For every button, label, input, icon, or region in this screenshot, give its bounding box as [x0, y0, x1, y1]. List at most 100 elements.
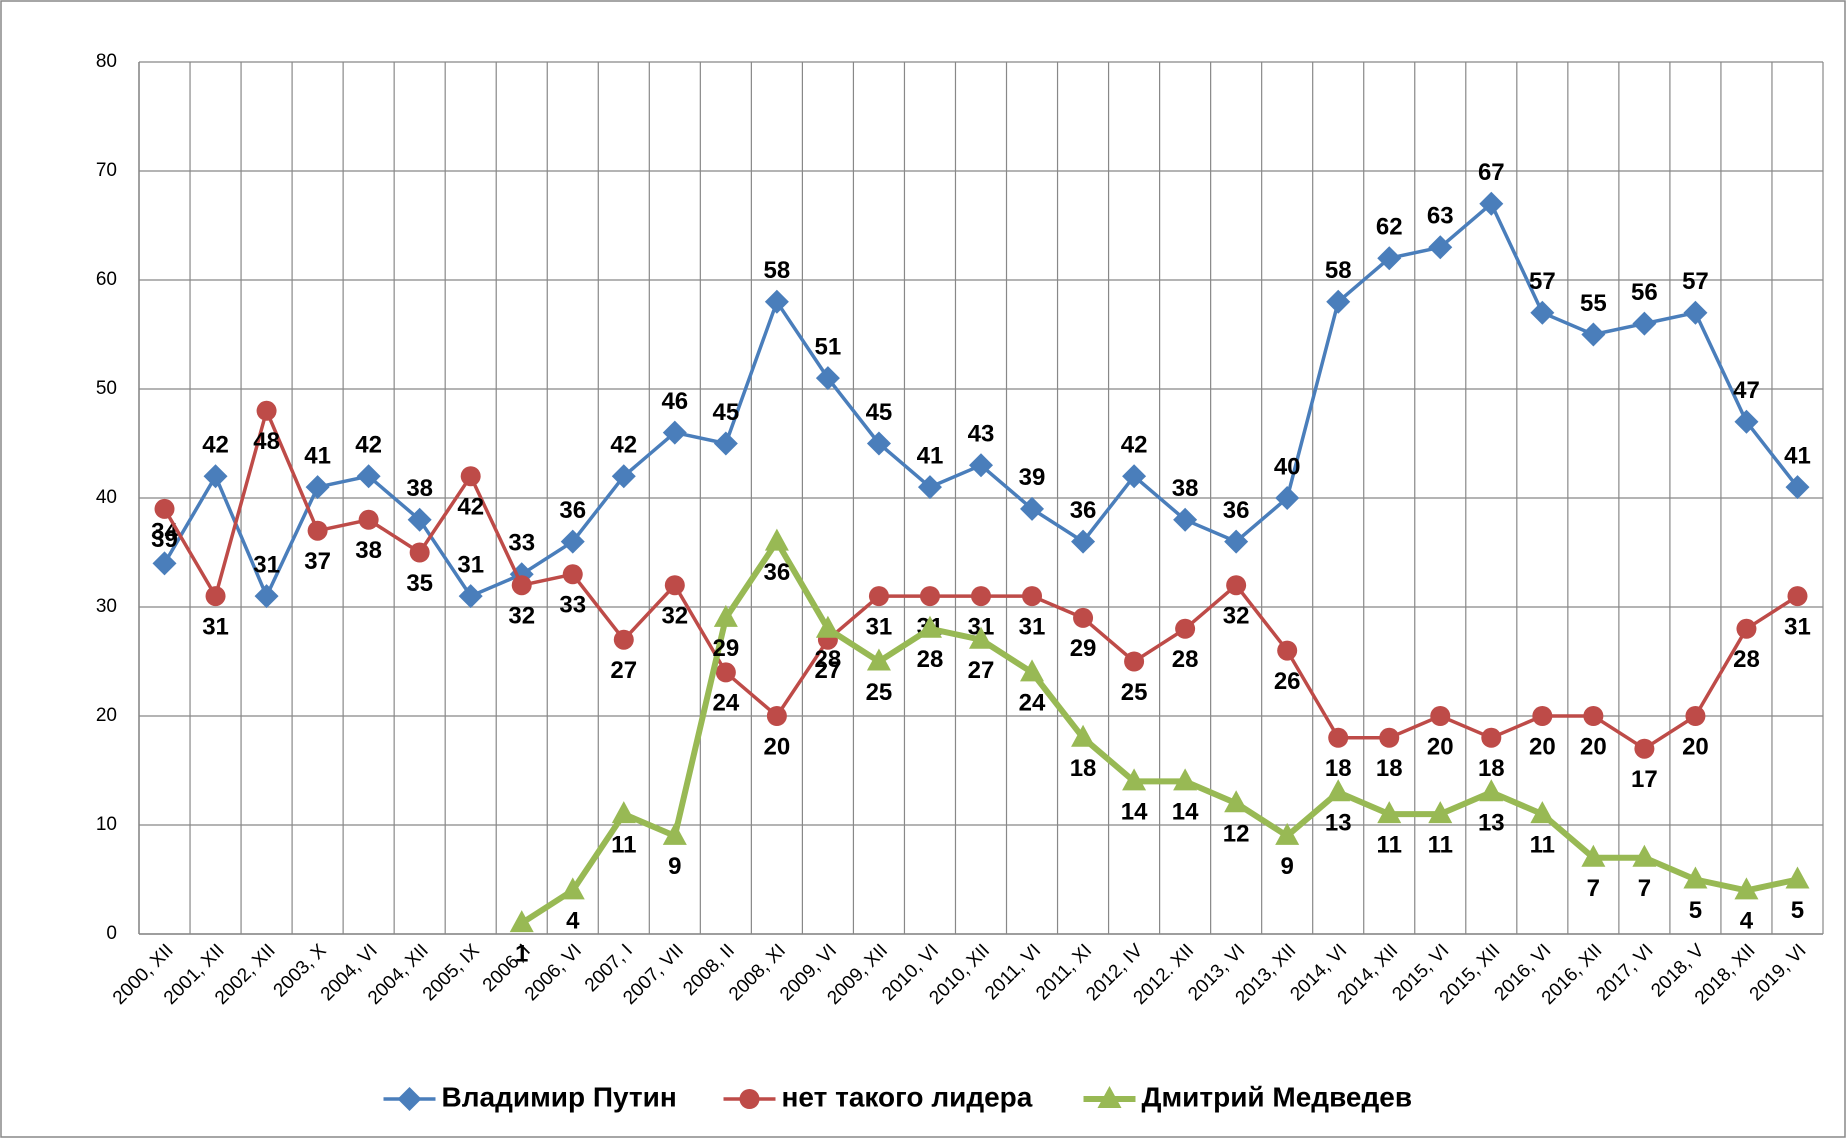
marker	[1071, 529, 1096, 554]
marker	[1683, 300, 1708, 325]
marker	[1683, 866, 1708, 889]
value-label: 4	[1740, 908, 1754, 935]
marker	[1073, 607, 1094, 628]
value-label: 33	[508, 530, 535, 557]
marker	[1124, 651, 1145, 672]
value-label: 33	[559, 592, 586, 619]
value-label: 24	[712, 690, 739, 717]
value-label: 38	[406, 475, 433, 502]
series-line	[520, 538, 1799, 926]
value-label: 45	[712, 399, 739, 426]
value-label: 13	[1325, 810, 1352, 837]
y-tick-label: 30	[96, 596, 117, 617]
marker	[509, 910, 534, 933]
marker	[1734, 877, 1759, 900]
y-tick-label: 50	[96, 378, 117, 399]
marker	[562, 564, 583, 585]
value-label: 32	[661, 603, 688, 630]
value-label: 36	[1223, 497, 1250, 524]
value-label: 57	[1529, 268, 1556, 295]
value-label: 28	[815, 646, 842, 673]
value-label: 20	[764, 733, 791, 760]
value-label: 36	[764, 559, 791, 586]
marker	[1734, 409, 1759, 434]
value-label: 28	[917, 646, 944, 673]
value-label: 1	[515, 940, 528, 967]
value-label: 24	[1019, 690, 1046, 717]
value-label: 67	[1478, 159, 1505, 186]
value-label: 37	[304, 548, 331, 575]
value-label: 31	[202, 613, 229, 640]
value-label: 57	[1682, 268, 1709, 295]
value-label: 11	[1530, 831, 1555, 858]
marker	[1532, 706, 1553, 726]
marker	[358, 509, 379, 530]
marker	[254, 584, 279, 609]
y-tick-label: 0	[106, 923, 117, 944]
marker	[868, 586, 889, 607]
marker	[1428, 801, 1453, 824]
value-label: 58	[764, 257, 791, 284]
marker	[739, 1089, 760, 1109]
marker	[1379, 727, 1400, 748]
marker	[1175, 618, 1196, 639]
marker	[1326, 289, 1351, 314]
marker	[1071, 724, 1096, 747]
y-tick-label: 20	[96, 705, 117, 726]
value-label: 14	[1172, 799, 1199, 826]
y-tick-label: 80	[96, 51, 117, 72]
marker	[1787, 586, 1808, 607]
value-label: 18	[1070, 755, 1097, 782]
marker	[1481, 727, 1502, 748]
value-label: 56	[1631, 279, 1658, 306]
marker	[866, 431, 891, 456]
legend-label: нет такого лидера	[782, 1081, 1033, 1112]
value-label: 41	[1784, 442, 1811, 469]
marker	[356, 464, 381, 489]
marker	[152, 551, 177, 576]
value-label: 29	[712, 635, 739, 662]
marker	[1224, 529, 1249, 554]
value-label: 38	[1172, 475, 1199, 502]
value-label: 28	[1733, 646, 1760, 673]
marker	[917, 615, 942, 638]
value-label: 11	[611, 831, 636, 858]
value-label: 28	[1172, 646, 1199, 673]
marker	[1583, 706, 1604, 726]
value-label: 41	[304, 442, 331, 469]
marker	[1226, 575, 1247, 596]
series: 39 31 48 37 38 35 42 32 33 27 32 24 20 27 31 31 31 31 29 25…	[151, 400, 1811, 793]
value-label: 20	[1529, 733, 1556, 760]
marker	[1328, 727, 1349, 748]
value-label: 18	[1376, 755, 1403, 782]
value-label: 12	[1223, 821, 1250, 848]
value-label: 38	[355, 537, 382, 564]
value-label: 20	[1682, 733, 1709, 760]
marker	[1530, 801, 1555, 824]
value-label: 5	[1791, 897, 1804, 924]
marker	[1736, 618, 1757, 639]
marker	[766, 706, 787, 726]
marker	[1122, 464, 1147, 489]
value-label: 39	[151, 526, 178, 553]
value-label: 42	[457, 494, 484, 521]
value-label: 31	[1019, 613, 1046, 640]
marker	[662, 420, 687, 445]
marker	[1020, 659, 1045, 682]
marker	[713, 431, 738, 456]
value-label: 48	[253, 428, 280, 455]
value-label: 26	[1274, 668, 1301, 695]
marker	[611, 464, 636, 489]
value-label: 36	[559, 497, 586, 524]
marker	[1785, 475, 1810, 500]
marker	[1428, 235, 1453, 260]
marker	[1173, 768, 1198, 791]
marker	[662, 822, 687, 845]
marker	[1097, 1086, 1122, 1108]
marker	[154, 498, 175, 519]
marker	[917, 475, 942, 500]
y-tick-label: 60	[96, 269, 117, 290]
